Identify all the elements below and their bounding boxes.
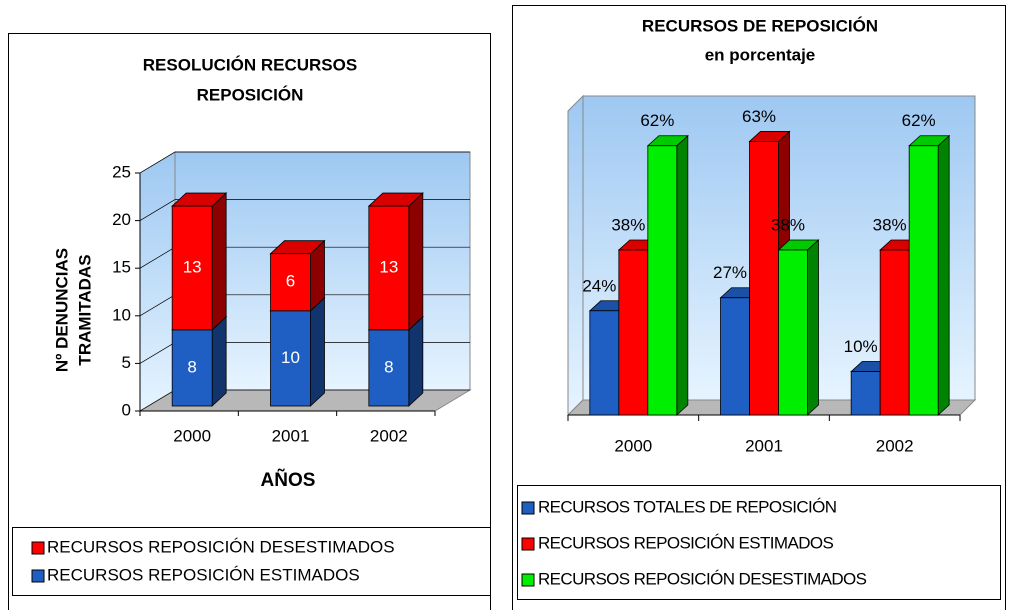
value-label: 8 bbox=[187, 357, 196, 376]
legend-label: RECURSOS REPOSICIÓN DESESTIMADOS bbox=[538, 569, 867, 588]
legend bbox=[12, 527, 491, 596]
bar bbox=[171, 192, 228, 331]
y-tick-label: 10 bbox=[112, 305, 131, 324]
bar bbox=[646, 134, 689, 416]
bar-face bbox=[749, 140, 779, 416]
legend-swatch bbox=[31, 541, 45, 555]
bar-face bbox=[270, 253, 311, 312]
bar-face bbox=[850, 371, 881, 416]
bar-face bbox=[937, 134, 950, 416]
y-tick-label: 5 bbox=[122, 353, 131, 372]
x-axis-label: AÑOS bbox=[261, 469, 316, 491]
bar-face bbox=[647, 145, 678, 416]
chart-frame bbox=[512, 5, 1006, 610]
bar-face bbox=[408, 192, 424, 331]
bar-face bbox=[310, 296, 325, 407]
x-tick-label: 2000 bbox=[173, 426, 211, 445]
bar bbox=[269, 239, 326, 312]
chart-title: RESOLUCIÓN RECURSOS bbox=[143, 55, 357, 74]
value-label: 13 bbox=[379, 257, 398, 276]
legend-swatch bbox=[521, 501, 535, 515]
y-axis-label: Nº DENUNCIAS bbox=[52, 248, 71, 372]
bar-face bbox=[211, 315, 227, 407]
grid-line bbox=[139, 151, 176, 174]
legend-label: RECURSOS REPOSICIÓN DESESTIMADOS bbox=[47, 537, 395, 556]
value-label: 24% bbox=[582, 276, 616, 295]
value-label: 62% bbox=[902, 111, 936, 130]
chart-subtitle: en porcentaje bbox=[705, 45, 816, 64]
legend-swatch bbox=[521, 573, 535, 587]
value-label: 10 bbox=[281, 348, 300, 367]
bar-face bbox=[618, 249, 649, 416]
value-label: 6 bbox=[286, 272, 295, 291]
bar-face bbox=[171, 329, 213, 407]
bar-face bbox=[368, 329, 410, 407]
y-tick-label: 25 bbox=[112, 162, 131, 181]
grid-line bbox=[139, 294, 176, 317]
value-label: 38% bbox=[611, 215, 645, 234]
chart-title: REPOSICIÓN bbox=[197, 85, 304, 104]
grid-line bbox=[139, 246, 176, 269]
x-tick-label: 2002 bbox=[876, 436, 914, 455]
side-wall bbox=[567, 94, 584, 417]
grid-line bbox=[139, 389, 176, 412]
y-tick-label: 20 bbox=[112, 210, 131, 229]
bar-face bbox=[720, 297, 750, 416]
legend-label: RECURSOS REPOSICIÓN ESTIMADOS bbox=[538, 533, 834, 552]
side-wall bbox=[139, 151, 176, 412]
bar bbox=[367, 192, 424, 331]
chart-title: RECURSOS DE REPOSICIÓN bbox=[642, 16, 878, 35]
y-tick-label: 0 bbox=[122, 400, 131, 419]
x-tick-label: 2002 bbox=[370, 426, 408, 445]
bar-face bbox=[676, 134, 689, 416]
legend-swatch bbox=[521, 537, 535, 551]
x-tick-label: 2000 bbox=[614, 436, 652, 455]
y-tick-label: 15 bbox=[112, 258, 131, 277]
legend-label: RECURSOS TOTALES DE REPOSICIÓN bbox=[538, 497, 836, 516]
bar-face bbox=[270, 310, 311, 407]
x-tick-label: 2001 bbox=[272, 426, 310, 445]
bar-face bbox=[408, 315, 424, 407]
y-axis-label: TRAMITADAS bbox=[75, 254, 94, 365]
bar-face bbox=[589, 310, 620, 416]
bar-face bbox=[171, 205, 213, 331]
grid-line bbox=[139, 199, 176, 221]
bar-face bbox=[807, 239, 819, 416]
value-label: 13 bbox=[183, 257, 202, 276]
bar-face bbox=[778, 249, 808, 416]
chart-frame bbox=[8, 33, 491, 610]
bar-face bbox=[211, 192, 227, 331]
legend-label: RECURSOS REPOSICIÓN ESTIMADOS bbox=[47, 565, 360, 584]
bar bbox=[777, 239, 820, 416]
value-label: 38% bbox=[873, 215, 907, 234]
value-label: 10% bbox=[844, 337, 878, 356]
legend-swatch bbox=[31, 569, 45, 583]
value-label: 62% bbox=[640, 111, 674, 130]
bar-face bbox=[908, 145, 939, 416]
bar-face bbox=[879, 249, 910, 416]
bar bbox=[908, 134, 951, 416]
legend bbox=[517, 485, 1001, 600]
value-label: 27% bbox=[713, 263, 747, 282]
x-tick-label: 2001 bbox=[745, 436, 783, 455]
value-label: 63% bbox=[742, 107, 776, 126]
grid-line bbox=[139, 342, 176, 364]
value-label: 38% bbox=[771, 215, 805, 234]
bar-face bbox=[368, 205, 410, 331]
value-label: 8 bbox=[384, 357, 393, 376]
